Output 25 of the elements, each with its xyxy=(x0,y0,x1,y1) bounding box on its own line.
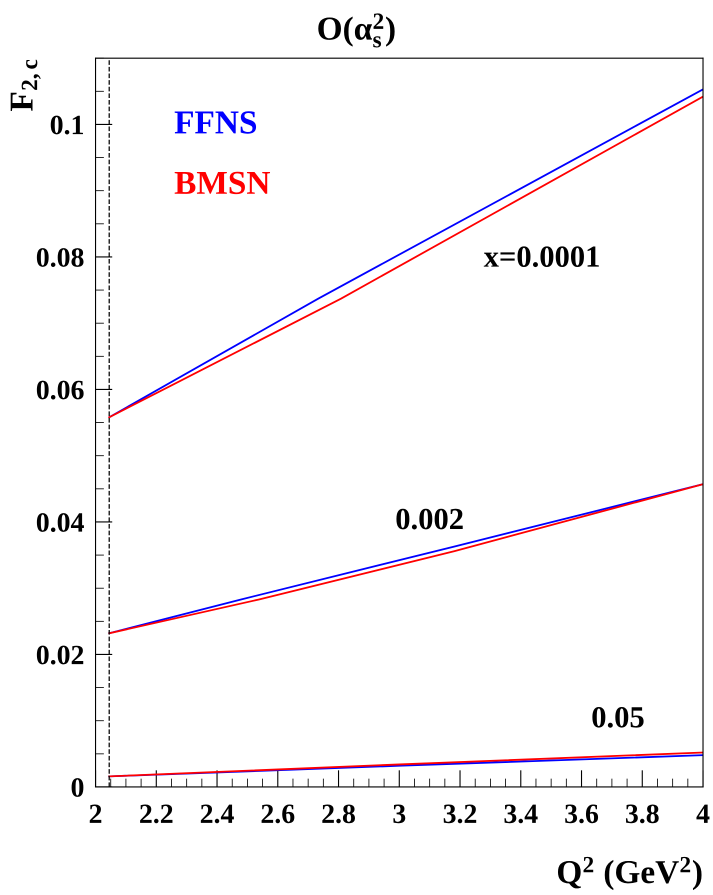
y-tick-label: 0.04 xyxy=(36,513,84,532)
x-tick-label: 3.4 xyxy=(504,804,538,824)
x-tick-label: 3.8 xyxy=(626,804,659,824)
text: BMSN xyxy=(174,172,270,194)
y-tick-label: 0.06 xyxy=(36,380,84,400)
x-axis-title: Q$^{2}$ (GeV$^{2}$) xyxy=(558,856,702,890)
annotation: x=0.0001 xyxy=(484,246,599,268)
x-tick-label: 3.6 xyxy=(565,804,598,824)
x-tick-label: 2 xyxy=(90,804,102,823)
x-tick-label: 3.2 xyxy=(444,804,476,824)
y-axis-title: F$_{2,c}$ xyxy=(10,60,41,111)
annotation: 0.002 xyxy=(396,508,463,530)
x-tick-label: 2.6 xyxy=(262,804,294,824)
x-tick-label: 2.2 xyxy=(140,804,172,824)
x-tick-label: 2.4 xyxy=(200,804,234,824)
y-tick-label: 0.1 xyxy=(50,116,83,134)
y-tick-label: 0.02 xyxy=(36,646,84,664)
x-tick-label: 3 xyxy=(393,804,406,824)
chart-title: O(α$^{2}$$_{s}$) xyxy=(318,13,395,48)
x-tick-label: 2.8 xyxy=(322,804,355,824)
x-tick-label: 4 xyxy=(696,804,710,823)
text: FFNS xyxy=(174,111,256,134)
annotation: 0.05 xyxy=(592,706,644,728)
y-tick-label: 0 xyxy=(72,778,84,797)
y-tick-label: 0.08 xyxy=(36,248,84,267)
